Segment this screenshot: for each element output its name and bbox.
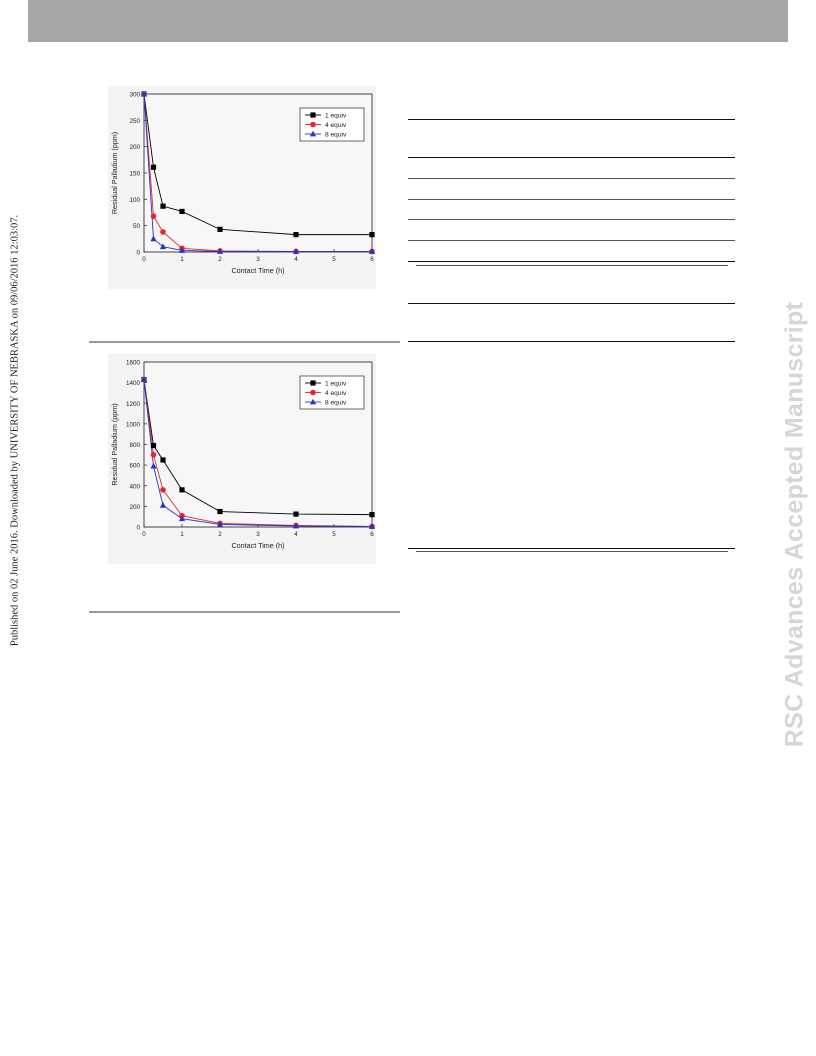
chart-1-y-tick-label: 200 xyxy=(129,144,140,151)
chart-2-data-point xyxy=(160,487,166,493)
chart-1-y-axis-label: Residual Palladium (ppm) xyxy=(110,132,119,214)
table-1-row-rule xyxy=(408,178,735,179)
chart-1-x-tick-label: 6 xyxy=(370,256,374,263)
chart-1-legend-marker xyxy=(310,112,316,118)
chart-1-data-point xyxy=(216,248,224,254)
chart-2-x-tick-label: 3 xyxy=(256,531,260,538)
chart-2-x-tick-label: 1 xyxy=(180,531,184,538)
chart-2-x-tick-label: 0 xyxy=(142,531,146,538)
chart-2-data-point xyxy=(293,511,299,517)
chart-2-y-tick-label: 1000 xyxy=(126,421,141,428)
chart-2-y-tick-label: 1400 xyxy=(126,380,141,387)
chart-2-legend-label: 4 equiv xyxy=(325,390,347,397)
chart-1-data-point xyxy=(160,229,166,235)
chart-2-data-point xyxy=(150,462,157,469)
chart-1-panel: 0 50 100 150 200 250 300 0 1 2 3 4 5 6 Contact Time (h… xyxy=(108,86,376,289)
chart-1-y-tick-label: 150 xyxy=(129,171,140,178)
journal-header-bar xyxy=(28,0,788,42)
chart-1-x-axis-label: Contact Time (h) xyxy=(231,266,284,275)
chart-1-legend-label: 8 equiv xyxy=(325,132,347,139)
chart-1-y-tick-label: 100 xyxy=(129,197,140,204)
chart-1-data-point xyxy=(293,232,299,238)
chart-2-data-point xyxy=(368,523,376,529)
chart-2-y-tick-label: 0 xyxy=(136,525,140,532)
chart-1-y-tick-label: 300 xyxy=(129,92,140,99)
table-1-row-rule xyxy=(408,199,735,200)
chart-1-legend-marker xyxy=(309,130,317,137)
chart-2-data-point xyxy=(217,508,223,515)
chart-2-data-point xyxy=(140,376,148,382)
chart-1-data-point xyxy=(369,232,375,238)
chart-2-panel: 0 200 400 600 800 1000 1200 1400 1600 0 1 2 3 4 5 6 Cont… xyxy=(108,354,376,564)
publication-note: Published on 02 June 2016. Downloaded by… xyxy=(9,214,21,647)
chart-1-data-point xyxy=(150,235,157,242)
chart-2-data-point xyxy=(160,457,166,463)
table-2-top-rule xyxy=(408,303,735,304)
table-1-row-rule xyxy=(408,219,735,220)
chart-2-x-tick-label: 2 xyxy=(218,531,222,538)
chart-2-y-tick-label: 1200 xyxy=(126,401,141,408)
chart-1-x-tick-label: 2 xyxy=(218,256,222,263)
chart-2-y-tick-label: 1600 xyxy=(126,360,141,367)
chart-2-data-point xyxy=(292,522,300,529)
chart-2-y-tick-label: 200 xyxy=(129,504,140,511)
chart-1-data-point xyxy=(160,203,166,209)
table-1-row-rule xyxy=(408,240,735,241)
manuscript-watermark: RSC Advances Accepted Manuscript xyxy=(780,301,809,748)
chart-1-data-point xyxy=(292,248,300,254)
chart-1-data-point xyxy=(368,248,376,254)
table-2-bottom-rule-2 xyxy=(416,551,728,552)
chart-2-data-point xyxy=(150,452,157,458)
table-1-bottom-rule xyxy=(408,261,735,262)
chart-2-legend-marker xyxy=(310,380,316,386)
chart-1-x-tick-label: 0 xyxy=(142,256,146,263)
chart-2-y-tick-label: 600 xyxy=(129,463,140,470)
chart-1-legend-marker xyxy=(310,121,316,128)
chart-2-legend-marker xyxy=(309,398,317,405)
chart-2-x-axis-label: Contact Time (h) xyxy=(231,541,284,550)
chart-1-x-tick-label: 1 xyxy=(180,256,184,263)
chart-1-data-point xyxy=(179,208,185,215)
chart-2: 0 200 400 600 800 1000 1200 1400 1600 0 1 2 3 4 5 6 Cont… xyxy=(110,360,376,550)
chart-1-y-tick-label: 50 xyxy=(133,223,141,230)
chart-2-y-tick-label: 800 xyxy=(129,442,140,449)
chart-1: 0 50 100 150 200 250 300 0 1 2 3 4 5 6 Contact Time (h… xyxy=(110,90,376,275)
chart-2-data-point xyxy=(369,512,375,518)
chart-1-x-tick-label: 5 xyxy=(332,256,336,263)
chart-1-x-tick-label: 4 xyxy=(294,256,298,263)
chart-2-y-axis-label: Residual Palladium (ppm) xyxy=(110,403,119,485)
chart-1-data-point xyxy=(150,164,157,170)
chart-2-data-point xyxy=(179,487,185,493)
chart-1-y-tick-label: 0 xyxy=(136,250,140,257)
chart-1-legend-label: 1 equiv xyxy=(325,113,347,120)
table-1-bottom-rule-2 xyxy=(416,265,728,266)
chart-1-data-point xyxy=(150,213,157,219)
chart-2-y-tick-label: 400 xyxy=(129,483,140,490)
chart-2-data-point xyxy=(150,442,157,449)
table-2-header-rule xyxy=(408,341,735,342)
chart-1-data-point xyxy=(140,90,148,97)
chart-2-data-point xyxy=(159,502,167,508)
chart-1-x-tick-label: 3 xyxy=(256,256,260,263)
chart-1-data-point xyxy=(159,243,167,250)
chart-2-legend-marker xyxy=(310,389,316,396)
chart-2-data-point xyxy=(216,521,224,527)
figure-1-rule xyxy=(89,341,400,343)
chart-1-y-tick-label: 250 xyxy=(129,118,140,125)
chart-1-legend-label: 4 equiv xyxy=(325,122,347,129)
chart-2-legend-label: 8 equiv xyxy=(325,400,347,407)
table-2-bottom-rule xyxy=(408,548,735,549)
table-1-header-rule xyxy=(408,157,735,158)
chart-2-x-tick-label: 4 xyxy=(294,531,298,538)
chart-2-legend-label: 1 equiv xyxy=(325,381,347,388)
figure-2-rule xyxy=(89,611,400,613)
chart-2-x-tick-label: 6 xyxy=(370,531,374,538)
chart-2-data-point xyxy=(178,515,186,522)
chart-1-data-point xyxy=(178,247,186,253)
table-1-top-rule xyxy=(408,119,735,120)
chart-1-data-point xyxy=(217,226,223,232)
chart-2-x-tick-label: 5 xyxy=(332,531,336,538)
